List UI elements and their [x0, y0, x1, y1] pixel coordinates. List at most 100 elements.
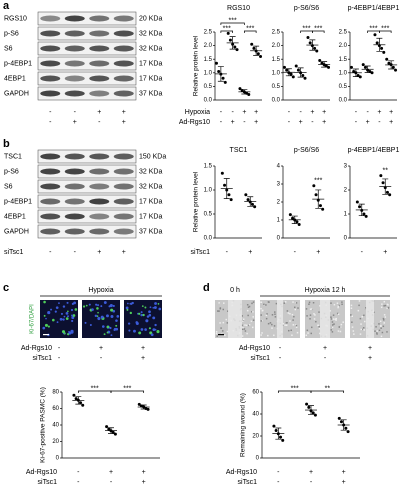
cell-texture [251, 311, 253, 313]
data-point [250, 202, 254, 206]
blot-band [113, 30, 134, 37]
condition-sign: - [378, 119, 381, 126]
data-point [72, 393, 76, 397]
blot-band [40, 183, 61, 190]
cell-texture [307, 332, 309, 334]
cell-texture [292, 324, 295, 326]
condition-name: siTsc1 [251, 355, 271, 362]
significance: *** [381, 25, 389, 32]
condition-sign: - [77, 479, 80, 486]
cell-texture [243, 328, 246, 330]
condition-sign: - [77, 469, 80, 476]
y-tick-label: 80 [52, 390, 59, 396]
data-point [306, 35, 310, 39]
cell-texture [242, 327, 244, 329]
cell-texture [248, 305, 251, 308]
blot-strip [37, 11, 137, 26]
condition-sign: - [279, 345, 282, 352]
cell-texture [313, 313, 315, 315]
blot-label: p-S6 [4, 168, 19, 175]
chart-title: p-S6/S6 [294, 5, 319, 12]
cell-texture [333, 303, 336, 306]
blot-strip [37, 71, 137, 86]
blot-band [64, 183, 85, 190]
blot-label: 4EBP1 [4, 213, 26, 220]
nucleus [47, 325, 50, 328]
data-point [256, 52, 260, 56]
condition-sign: + [248, 249, 252, 256]
data-point [214, 61, 218, 65]
condition-sign: - [366, 109, 369, 116]
nucleus [144, 328, 147, 331]
error-bar [321, 61, 328, 68]
nucleus [110, 314, 114, 318]
cell-texture [380, 327, 382, 329]
condition-sign: - [310, 479, 313, 486]
condition-sign: - [279, 355, 282, 362]
error-bar [247, 196, 254, 207]
cell-texture [296, 331, 299, 334]
cell-texture [383, 314, 386, 316]
data-point [313, 413, 317, 417]
nucleus [96, 307, 99, 310]
y-tick-label: 2.5 [272, 30, 281, 36]
data-point [228, 38, 232, 42]
cell-texture [242, 320, 244, 322]
data-point [301, 74, 305, 78]
y-tick-label: 2 [277, 200, 281, 206]
y-tick-label: 20 [52, 439, 59, 445]
cell-texture [219, 307, 222, 310]
error-bar [297, 67, 304, 78]
condition-sign: - [277, 469, 280, 476]
data-point [282, 65, 286, 69]
panel-label: a [3, 0, 10, 12]
chart-title: p-4EBP1/4EBP1 [348, 5, 400, 12]
data-point [81, 403, 85, 407]
blot-band [89, 45, 110, 52]
data-point [337, 416, 341, 420]
y-tick-label: 0 [277, 236, 281, 242]
nucleus [89, 323, 92, 326]
cell-texture [217, 310, 219, 312]
cell-texture [218, 302, 220, 304]
axis [349, 32, 397, 101]
cell-texture [378, 323, 380, 325]
nucleus [68, 331, 72, 335]
cell-texture [251, 326, 254, 329]
cell-texture [330, 302, 332, 304]
panel-label: b [3, 138, 10, 150]
nucleus [95, 303, 98, 306]
blot-band [113, 228, 134, 235]
nucleus [62, 318, 65, 321]
cell-texture [382, 317, 385, 320]
condition-name: Ad-Rgs10 [239, 345, 270, 352]
blot-strip [37, 86, 137, 101]
condition-name: Hypoxia [185, 109, 210, 116]
cell-texture [226, 322, 229, 324]
blot-size: 37 KDa [139, 228, 162, 235]
cell-texture [342, 321, 344, 323]
data-point [107, 427, 111, 431]
condition-sign: + [389, 119, 393, 126]
axis [214, 32, 262, 101]
blot-band [89, 153, 110, 160]
data-point [229, 198, 233, 202]
cell-texture [266, 313, 268, 315]
cell-texture [293, 315, 295, 318]
blot-band [89, 198, 110, 205]
wound-gap [228, 300, 242, 338]
condition-sign: - [288, 109, 291, 116]
cell-texture [219, 322, 221, 324]
condition-sign: + [97, 249, 101, 256]
data-point [289, 72, 293, 76]
cell-texture [364, 307, 367, 309]
condition-sign: + [366, 119, 370, 126]
blot-strip [37, 26, 137, 41]
cell-texture [335, 317, 338, 320]
blot-label: GAPDH [4, 90, 29, 97]
nucleus [145, 319, 149, 323]
condition-sign: - [355, 109, 358, 116]
cell-texture [319, 332, 321, 335]
condition-sign: - [361, 249, 364, 256]
cell-texture [251, 302, 253, 305]
